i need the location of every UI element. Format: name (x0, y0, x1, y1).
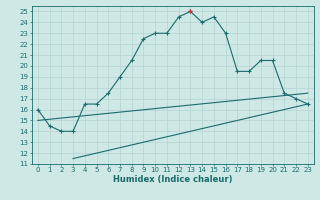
X-axis label: Humidex (Indice chaleur): Humidex (Indice chaleur) (113, 175, 233, 184)
